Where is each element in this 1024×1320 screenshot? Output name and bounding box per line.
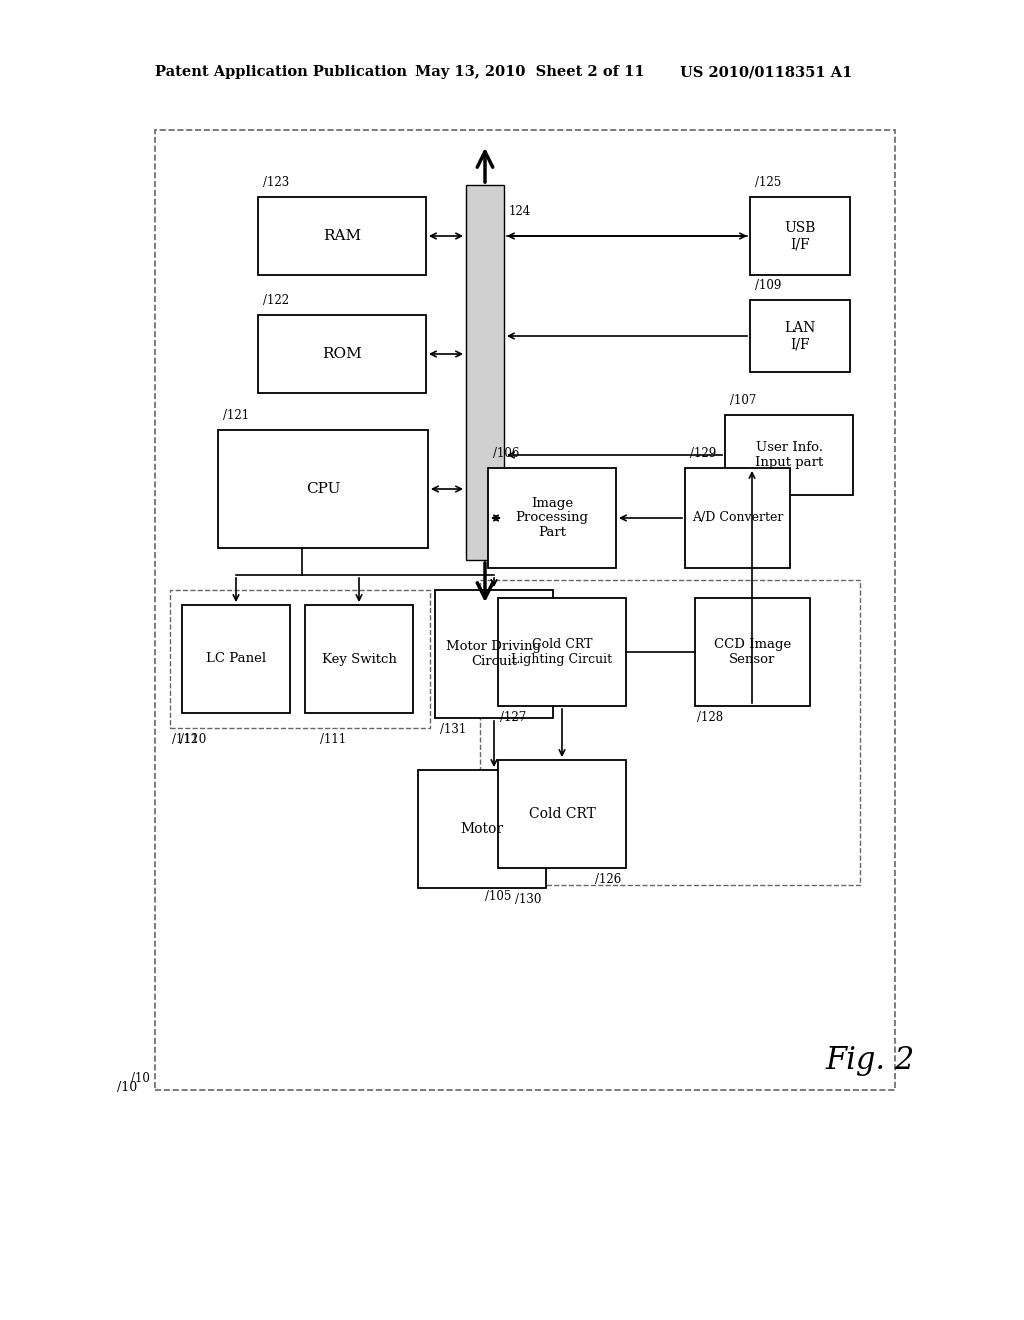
Text: /112: /112 <box>172 733 198 746</box>
Bar <box>182 605 290 713</box>
Text: RAM: RAM <box>323 228 361 243</box>
Bar <box>155 129 895 1090</box>
Text: Key Switch: Key Switch <box>322 652 396 665</box>
Bar <box>695 598 810 706</box>
Text: /129: /129 <box>690 447 716 459</box>
Text: /126: /126 <box>595 873 621 886</box>
Text: ROM: ROM <box>323 347 361 360</box>
Bar <box>305 605 413 713</box>
Bar <box>418 770 546 888</box>
Text: May 13, 2010  Sheet 2 of 11: May 13, 2010 Sheet 2 of 11 <box>415 65 645 79</box>
Text: /127: /127 <box>500 711 526 723</box>
Text: Cold CRT: Cold CRT <box>528 807 595 821</box>
Bar <box>685 469 790 568</box>
Text: /131: /131 <box>440 723 466 737</box>
Text: US 2010/0118351 A1: US 2010/0118351 A1 <box>680 65 852 79</box>
Text: /128: /128 <box>697 711 723 723</box>
Text: /106: /106 <box>493 447 519 459</box>
Bar <box>258 315 426 393</box>
Text: Image
Processing
Part: Image Processing Part <box>515 496 589 540</box>
Text: CCD Image
Sensor: CCD Image Sensor <box>714 638 792 667</box>
Text: /10: /10 <box>131 1072 150 1085</box>
Bar <box>466 185 504 560</box>
Text: /111: /111 <box>319 733 346 746</box>
Text: /125: /125 <box>755 176 781 189</box>
Text: LAN
I/F: LAN I/F <box>784 321 816 351</box>
Text: Motor: Motor <box>461 822 504 836</box>
Bar <box>750 197 850 275</box>
Bar <box>218 430 428 548</box>
Text: /130: /130 <box>515 894 541 906</box>
Bar <box>750 300 850 372</box>
Text: /107: /107 <box>730 393 757 407</box>
Text: Cold CRT
Lighting Circuit: Cold CRT Lighting Circuit <box>511 638 612 667</box>
Text: /122: /122 <box>263 294 289 308</box>
Bar <box>488 469 616 568</box>
Text: CPU: CPU <box>306 482 340 496</box>
Text: Patent Application Publication: Patent Application Publication <box>155 65 407 79</box>
Bar <box>435 590 553 718</box>
Text: /121: /121 <box>223 409 249 422</box>
Bar <box>170 590 430 729</box>
Text: 124: 124 <box>509 205 531 218</box>
Text: A/D Converter: A/D Converter <box>692 511 783 524</box>
Bar <box>258 197 426 275</box>
Bar <box>498 598 626 706</box>
Text: LC Panel: LC Panel <box>206 652 266 665</box>
Bar <box>725 414 853 495</box>
Bar <box>480 579 860 884</box>
Text: /105: /105 <box>485 890 511 903</box>
Text: USB
I/F: USB I/F <box>784 220 816 251</box>
Text: Motor Driving
Circuit: Motor Driving Circuit <box>446 640 542 668</box>
Bar <box>498 760 626 869</box>
Text: /110: /110 <box>180 733 206 746</box>
Text: /109: /109 <box>755 279 781 292</box>
Text: User Info.
Input part: User Info. Input part <box>755 441 823 469</box>
Text: /10: /10 <box>117 1081 137 1094</box>
Text: /123: /123 <box>263 176 289 189</box>
Text: Fig. 2: Fig. 2 <box>825 1044 914 1076</box>
